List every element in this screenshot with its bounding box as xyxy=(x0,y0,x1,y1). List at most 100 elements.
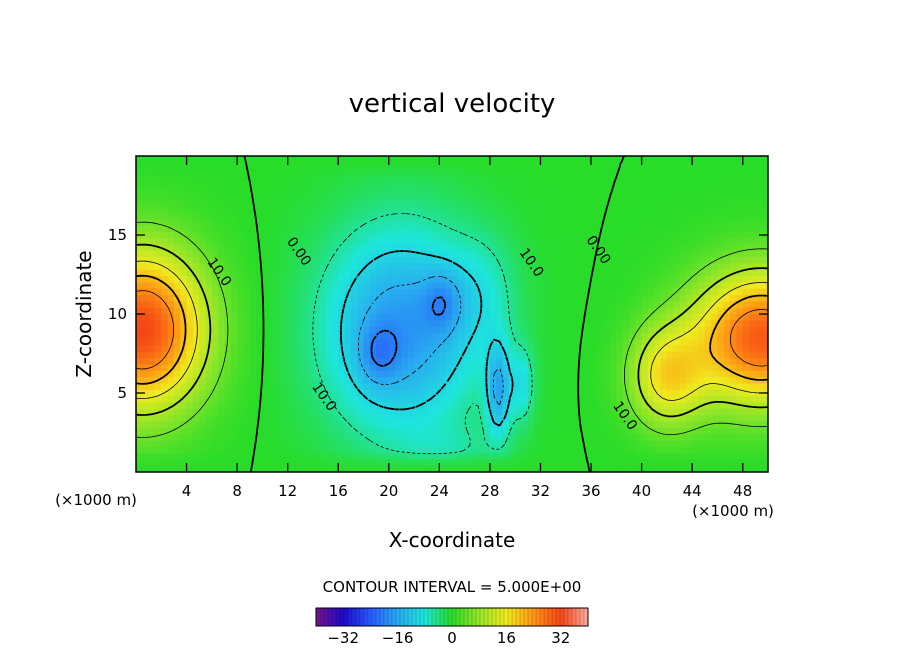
heatmap-cell xyxy=(717,339,725,347)
heatmap-cell xyxy=(369,326,377,334)
heatmap-cell xyxy=(426,238,434,246)
heatmap-cell xyxy=(331,162,339,170)
heatmap-cell xyxy=(199,446,207,454)
heatmap-cell xyxy=(496,389,504,397)
heatmap-cell xyxy=(546,276,554,283)
heatmap-cell xyxy=(572,408,579,416)
heatmap-cell xyxy=(673,257,681,265)
heatmap-cell xyxy=(489,295,497,302)
heatmap-cell xyxy=(546,225,554,233)
heatmap-cell xyxy=(439,193,447,201)
heatmap-cell xyxy=(534,181,542,189)
heatmap-cell xyxy=(610,231,617,239)
heatmap-cell xyxy=(502,358,510,366)
heatmap-cell xyxy=(148,168,156,176)
heatmap-cell xyxy=(243,276,251,283)
heatmap-cell xyxy=(717,156,725,163)
heatmap-cell xyxy=(622,326,630,334)
heatmap-cell xyxy=(559,219,567,227)
heatmap-cell xyxy=(553,238,561,246)
heatmap-cell xyxy=(496,465,504,472)
heatmap-cell xyxy=(136,162,143,170)
heatmap-cell xyxy=(319,276,327,283)
heatmap-cell xyxy=(464,212,472,220)
heatmap-cell xyxy=(711,465,719,472)
heatmap-cell xyxy=(173,156,181,163)
heatmap-cell xyxy=(161,427,169,435)
heatmap-cell xyxy=(249,345,257,353)
heatmap-cell xyxy=(363,358,371,366)
heatmap-cell xyxy=(218,244,226,252)
heatmap-cell xyxy=(218,459,226,467)
heatmap-cell xyxy=(534,465,542,472)
heatmap-cell xyxy=(249,276,257,283)
heatmap-cell xyxy=(319,307,327,315)
heatmap-cell xyxy=(755,465,763,472)
heatmap-cell xyxy=(496,244,504,252)
heatmap-cell xyxy=(439,440,447,448)
heatmap-cell xyxy=(723,238,731,246)
heatmap-cell xyxy=(262,269,270,277)
heatmap-cell xyxy=(717,162,725,170)
heatmap-cell xyxy=(553,459,561,467)
heatmap-cell xyxy=(401,326,409,334)
heatmap-cell xyxy=(306,257,314,265)
heatmap-cell xyxy=(521,219,529,227)
heatmap-cell xyxy=(616,276,624,283)
heatmap-cell xyxy=(439,174,447,182)
heatmap-cell xyxy=(692,263,700,271)
chart-title: vertical velocity xyxy=(349,89,556,119)
heatmap-cell xyxy=(717,250,725,258)
heatmap-cell xyxy=(300,269,308,277)
heatmap-cell xyxy=(344,206,352,214)
heatmap-cell xyxy=(426,269,434,277)
heatmap-cell xyxy=(502,332,510,340)
heatmap-cell xyxy=(584,212,592,220)
heatmap-cell xyxy=(685,181,693,189)
heatmap-cell xyxy=(692,156,700,163)
heatmap-cell xyxy=(508,276,516,283)
heatmap-cell xyxy=(281,326,289,334)
heatmap-cell xyxy=(534,174,542,182)
heatmap-cell xyxy=(647,345,655,353)
heatmap-cell xyxy=(730,257,737,265)
heatmap-cell xyxy=(167,174,175,182)
heatmap-cell xyxy=(230,231,238,239)
heatmap-cell xyxy=(534,263,542,271)
heatmap-cell xyxy=(192,269,200,277)
heatmap-cell xyxy=(749,421,756,429)
heatmap-cell xyxy=(142,288,150,296)
heatmap-cell xyxy=(761,383,768,391)
heatmap-cell xyxy=(369,162,377,170)
heatmap-cell xyxy=(414,427,421,435)
heatmap-cell xyxy=(338,244,346,252)
heatmap-cell xyxy=(388,257,396,265)
heatmap-cell xyxy=(515,351,523,359)
heatmap-cell xyxy=(704,282,712,290)
heatmap-cell xyxy=(249,326,257,334)
heatmap-cell xyxy=(572,434,579,441)
heatmap-cell xyxy=(508,396,516,404)
heatmap-cell xyxy=(755,402,763,410)
heatmap-cell xyxy=(224,295,232,302)
heatmap-cell xyxy=(186,250,194,258)
heatmap-cell xyxy=(641,351,649,359)
heatmap-cell xyxy=(167,408,175,416)
heatmap-cell xyxy=(458,200,466,208)
heatmap-cell xyxy=(502,200,510,208)
heatmap-cell xyxy=(167,276,175,283)
heatmap-cell xyxy=(673,244,681,252)
heatmap-cell xyxy=(452,383,459,391)
heatmap-cell xyxy=(622,345,630,353)
heatmap-cell xyxy=(268,231,276,239)
heatmap-cell xyxy=(578,219,586,227)
heatmap-cell xyxy=(540,295,548,302)
heatmap-cell xyxy=(148,307,156,315)
heatmap-cell xyxy=(597,434,605,441)
heatmap-cell xyxy=(173,212,181,220)
heatmap-cell xyxy=(420,174,428,182)
heatmap-cell xyxy=(205,282,213,290)
heatmap-cell xyxy=(616,332,624,340)
heatmap-cell xyxy=(192,326,200,334)
heatmap-cell xyxy=(199,383,207,391)
